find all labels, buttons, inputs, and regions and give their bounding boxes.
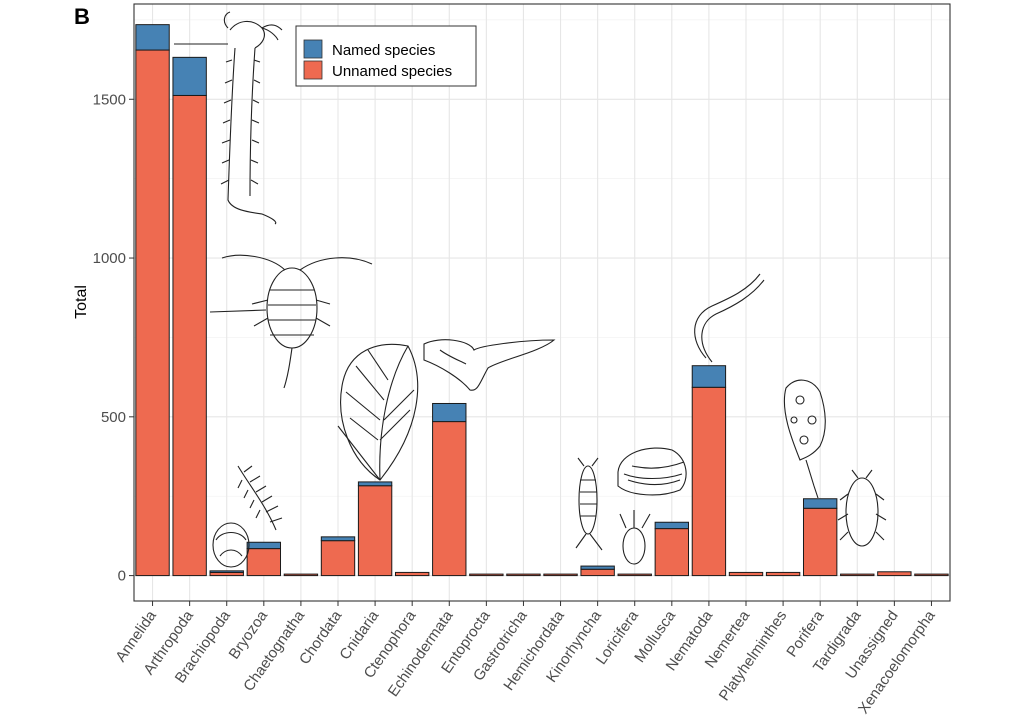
nematode-illustration	[694, 273, 765, 363]
plot-border	[133, 3, 951, 602]
bar-nematoda-unnamed	[691, 386, 727, 577]
legend-swatch-named	[303, 39, 323, 59]
bar-kinorhyncha-unnamed	[580, 568, 615, 577]
y-tick-label: 0	[118, 568, 126, 585]
brachiopod-illustration	[212, 522, 250, 568]
legend: Named species Unnamed species	[295, 25, 477, 87]
bar-mollusca-named	[654, 521, 690, 530]
panel-letter: B	[74, 4, 90, 29]
y-tick-label: 500	[101, 409, 126, 426]
bar-ctenophora-unnamed	[394, 571, 430, 577]
bars	[135, 24, 949, 577]
y-axis-title: Total	[73, 285, 90, 319]
bar-platyhelminthes-unnamed	[765, 571, 801, 577]
bar-tardigrada-unnamed	[840, 573, 875, 577]
x-tick-label: Platyhelminthes	[716, 608, 791, 704]
bar-annelida-named	[135, 24, 170, 51]
bar-xenacoelomorpha-unnamed	[914, 573, 949, 577]
loriciferan-illustration	[619, 510, 651, 565]
legend-label-unnamed: Unnamed species	[332, 63, 452, 80]
axes: 050010001500AnnelidaArthropodaBrachiopod…	[93, 3, 951, 717]
bar-bryozoa-unnamed	[246, 548, 282, 577]
tardigrade-illustration	[837, 469, 887, 547]
bar-nemertea-unnamed	[728, 571, 764, 577]
bar-bryozoa-named	[246, 541, 282, 550]
bar-mollusca-unnamed	[654, 528, 690, 577]
bar-entoprocta-unnamed	[469, 573, 504, 577]
legend-swatch-unnamed	[303, 60, 323, 80]
bar-chordata-named	[320, 536, 356, 542]
bar-kinorhyncha-named	[580, 565, 615, 570]
bar-annelida-unnamed	[135, 49, 170, 577]
bar-gastrotricha-unnamed	[506, 573, 541, 577]
bar-nematoda-named	[691, 365, 727, 388]
sponge-illustration	[783, 379, 826, 499]
bar-arthropoda-named	[172, 56, 207, 96]
cnidarian-illustration	[337, 343, 419, 481]
bar-unassigned-unnamed	[877, 571, 912, 577]
bar-chordata-unnamed	[320, 540, 356, 577]
legend-label-named: Named species	[332, 42, 435, 59]
bar-chaetognatha-unnamed	[283, 573, 319, 577]
kinorhynch-illustration	[575, 457, 603, 551]
bryozoan-illustration	[237, 465, 283, 531]
bar-porifera-named	[802, 498, 838, 509]
bar-cnidaria-unnamed	[357, 485, 393, 577]
grid	[134, 4, 950, 601]
legend-box	[295, 25, 477, 87]
y-tick-label: 1000	[93, 250, 126, 267]
organism-illustrations	[174, 11, 887, 568]
echinoderm-illustration	[423, 339, 556, 391]
bar-echinodermata-named	[432, 402, 467, 423]
bar-porifera-unnamed	[802, 507, 838, 577]
y-tick-label: 1500	[93, 91, 126, 108]
bar-brachiopoda-named	[209, 570, 244, 573]
bar-hemichordata-unnamed	[543, 573, 578, 577]
annelid-illustration	[174, 11, 283, 225]
bar-arthropoda-unnamed	[172, 94, 207, 577]
mollusc-illustration	[617, 447, 687, 496]
bar-loricifera-unnamed	[617, 573, 652, 577]
bar-cnidaria-named	[357, 481, 393, 487]
isopod-illustration	[209, 254, 373, 389]
bar-echinodermata-unnamed	[432, 421, 467, 577]
